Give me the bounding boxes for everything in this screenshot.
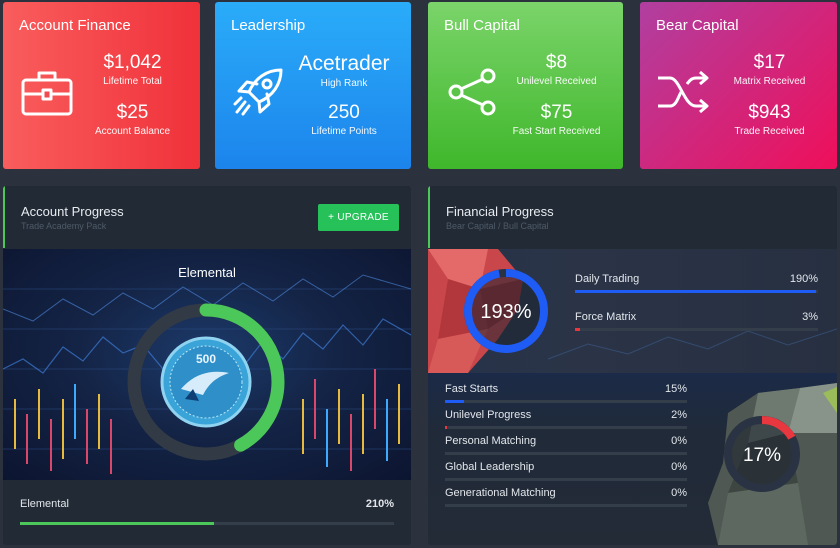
stat-fast-start-received: $75 Fast Start Received — [490, 102, 623, 137]
progress-track — [445, 478, 687, 481]
stat-high-rank: Acetrader High Rank — [277, 52, 411, 89]
stat-value: $17 — [753, 52, 786, 73]
bear-ring-fill — [464, 269, 548, 353]
stat-label: Fast Start Received — [512, 126, 601, 137]
stat-lifetime-total: $1,042 Lifetime Total — [65, 52, 200, 87]
bear-ring-value: 193% — [480, 301, 531, 323]
bear-capital-section: 193% Daily Trading 190% Force Matrix 3% — [428, 249, 837, 373]
financial-progress-panel: Financial Progress Bear Capital / Bull C… — [428, 186, 837, 545]
progress-track — [445, 452, 687, 455]
bar-daily-trading: Daily Trading 190% — [575, 273, 818, 295]
bear-capital-card[interactable]: Bear Capital $17 Matrix Received $943 Tr… — [640, 2, 837, 169]
card-title: Bull Capital — [444, 17, 520, 34]
rank-progress-bar: Elemental 210% — [20, 498, 394, 528]
progress-value: 15% — [664, 383, 687, 395]
bar-personal-matching: Personal Matching 0% — [445, 435, 687, 457]
panel-title: Financial Progress — [446, 204, 554, 219]
panel-subtitle: Trade Academy Pack — [21, 221, 107, 231]
stat-value: $943 — [748, 102, 791, 123]
progress-label: Global Leadership — [445, 461, 535, 473]
card-title: Bear Capital — [656, 17, 739, 34]
stat-lifetime-points: 250 Lifetime Points — [277, 102, 411, 137]
progress-value: 190% — [789, 273, 818, 285]
bar-force-matrix: Force Matrix 3% — [575, 311, 818, 333]
stat-value: $8 — [545, 52, 568, 73]
bar-fast-starts: Fast Starts 15% — [445, 383, 687, 405]
panel-subtitle: Bear Capital / Bull Capital — [446, 221, 549, 231]
progress-track — [445, 400, 687, 403]
leadership-card[interactable]: Leadership Acetrader High Rank 250 Lifet… — [215, 2, 411, 169]
stat-label: Matrix Received — [733, 76, 806, 87]
share-icon — [448, 68, 496, 116]
progress-value: 0% — [671, 487, 687, 499]
progress-track — [20, 522, 394, 525]
progress-fill — [445, 426, 448, 429]
progress-fill — [575, 290, 816, 293]
stat-account-balance: $25 Account Balance — [65, 102, 200, 137]
panel-accent — [428, 186, 430, 248]
progress-track — [445, 426, 687, 429]
progress-value: 2% — [671, 409, 687, 421]
card-title: Leadership — [231, 17, 306, 34]
stat-value: 250 — [328, 102, 360, 123]
stat-matrix-received: $17 Matrix Received — [702, 52, 837, 87]
bar-generational-matching: Generational Matching 0% — [445, 487, 687, 509]
shuffle-icon — [658, 70, 709, 114]
rank-ring-fill — [127, 303, 285, 461]
progress-fill — [20, 522, 215, 525]
progress-label: Force Matrix — [575, 311, 637, 323]
bear-progress-ring: 193% — [464, 269, 548, 353]
account-progress-panel: Account Progress Trade Academy Pack + UP… — [3, 186, 411, 545]
bar-unilevel-progress: Unilevel Progress 2% — [445, 409, 687, 431]
stat-trade-received: $943 Trade Received — [702, 102, 837, 137]
progress-fill — [575, 328, 580, 331]
bar-global-leadership: Global Leadership 0% — [445, 461, 687, 483]
rank-badge: 500 — [160, 336, 252, 428]
bull-capital-card[interactable]: Bull Capital $8 Unilevel Received $75 Fa… — [428, 2, 623, 169]
progress-label: Generational Matching — [445, 487, 556, 499]
stat-label: Account Balance — [94, 126, 171, 137]
progress-label: Elemental — [20, 498, 69, 510]
progress-value: 210% — [365, 498, 394, 510]
stat-value: $25 — [116, 102, 149, 123]
rocket-icon — [233, 68, 283, 116]
progress-fill — [445, 400, 465, 403]
account-finance-card[interactable]: Account Finance $1,042 Lifetime Total $2… — [3, 2, 200, 169]
stat-value: $75 — [540, 102, 573, 123]
progress-value: 0% — [671, 461, 687, 473]
stat-label: Unilevel Received — [516, 76, 597, 87]
rank-hero: Elemental 500 — [3, 249, 411, 480]
bull-capital-section: 17% Fast Starts 15% Unilevel Progress 2%… — [428, 373, 837, 545]
progress-label: Unilevel Progress — [445, 409, 532, 421]
progress-value: 0% — [671, 435, 687, 447]
stat-label: Trade Received — [734, 126, 805, 137]
stat-label: Lifetime Points — [311, 126, 377, 137]
upgrade-button[interactable]: + UPGRADE — [318, 204, 399, 231]
progress-value: 3% — [802, 311, 818, 323]
stat-value: Acetrader — [298, 52, 390, 75]
stat-label: Lifetime Total — [103, 76, 162, 87]
panel-accent — [3, 186, 5, 248]
progress-track — [575, 328, 818, 331]
rank-progress-ring: 500 — [127, 303, 285, 461]
progress-label: Personal Matching — [445, 435, 537, 447]
card-title: Account Finance — [19, 17, 131, 34]
progress-track — [445, 504, 687, 507]
bull-ring-value: 17% — [743, 445, 781, 466]
stat-value: $1,042 — [103, 52, 162, 73]
panel-title: Account Progress — [21, 204, 124, 219]
bull-progress-ring: 17% — [724, 416, 800, 492]
badge-number: 500 — [196, 352, 216, 366]
briefcase-icon — [21, 71, 73, 116]
progress-track — [575, 290, 818, 293]
bull-ring-fill — [724, 416, 800, 492]
stat-label: High Rank — [320, 78, 368, 89]
stat-unilevel-received: $8 Unilevel Received — [490, 52, 623, 87]
progress-label: Fast Starts — [445, 383, 499, 395]
progress-label: Daily Trading — [575, 273, 640, 285]
rank-name: Elemental — [178, 265, 236, 280]
